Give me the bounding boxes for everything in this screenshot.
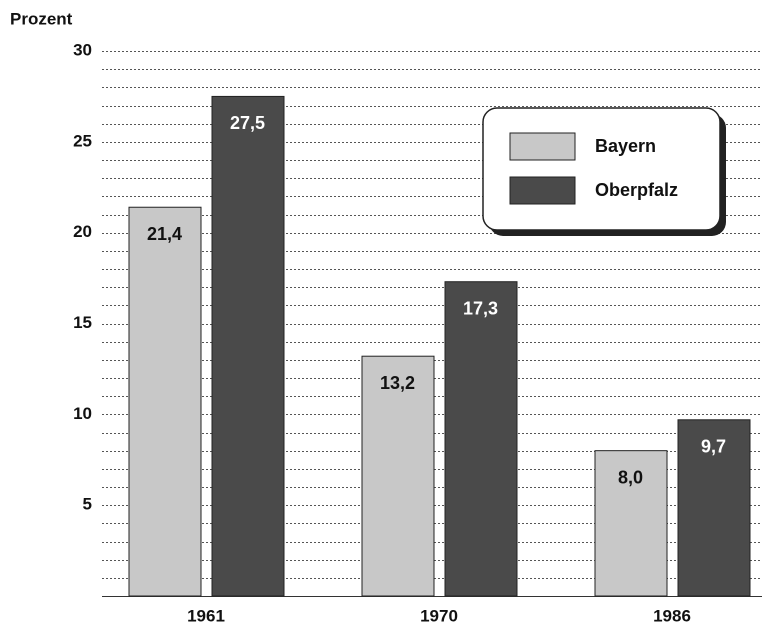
x-tick-label: 1986 [653, 606, 691, 625]
legend-label: Bayern [595, 136, 656, 156]
value-label: 9,7 [701, 437, 726, 457]
bar [128, 206, 202, 597]
y-tick-label: 25 [73, 131, 92, 150]
value-label: 13,2 [380, 373, 415, 393]
legend-label: Oberpfalz [595, 180, 678, 200]
x-tick-label: 1961 [187, 606, 225, 625]
bar [677, 419, 751, 597]
y-tick-label: 10 [73, 404, 92, 423]
value-label: 21,4 [147, 224, 182, 244]
bar [594, 450, 668, 597]
y-tick-label: 20 [73, 222, 92, 241]
bar [361, 355, 435, 597]
y-tick-label: 5 [83, 495, 92, 514]
y-tick-label: 30 [73, 40, 92, 59]
legend [482, 107, 721, 231]
legend-swatch [509, 132, 576, 161]
value-label: 27,5 [230, 113, 265, 133]
value-label: 17,3 [463, 298, 498, 318]
x-tick-label: 1970 [420, 606, 458, 625]
y-axis-label: Prozent [10, 9, 73, 28]
bar [444, 281, 518, 597]
value-label: 8,0 [618, 467, 643, 487]
y-tick-label: 15 [73, 313, 92, 332]
bar [211, 95, 285, 597]
legend-swatch [509, 176, 576, 205]
